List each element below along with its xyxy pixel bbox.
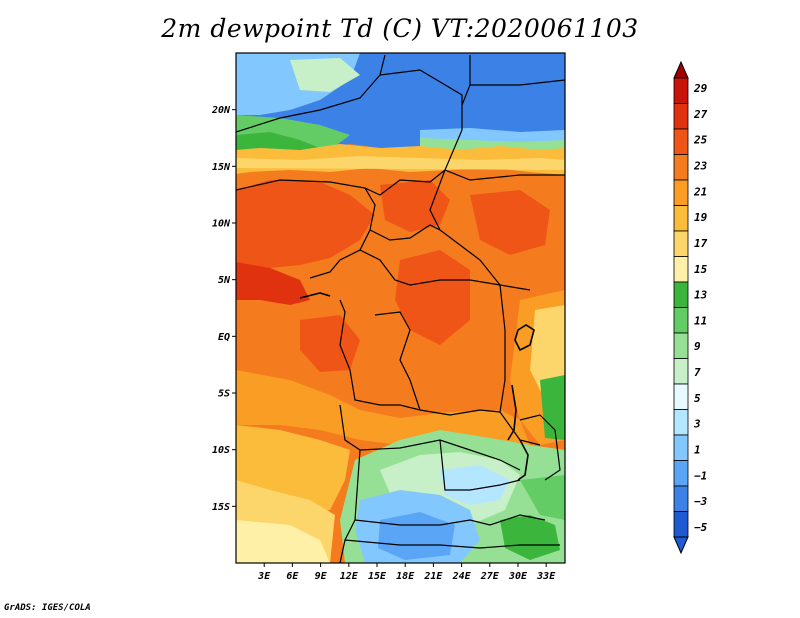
colorbar-label: −1 [694, 469, 707, 482]
colorbar-label: −5 [694, 521, 708, 534]
colorbar-label: 23 [693, 159, 708, 172]
colorbar-label: 15 [694, 263, 708, 276]
colorbar-label: 29 [693, 82, 708, 95]
colorbar-max-arrow [673, 60, 689, 79]
lon-label: 15E [368, 571, 387, 582]
colorbar-swatch [673, 332, 689, 359]
lat-label: 5S [218, 389, 230, 400]
map-title: 2m dewpoint Td (C) VT:2020061103 [161, 14, 639, 43]
lat-label: 15S [212, 502, 230, 513]
colorbar-label: 1 [694, 444, 701, 457]
colorbar-swatch [673, 511, 689, 538]
colorbar-swatch [673, 358, 689, 385]
lon-label: 24E [452, 571, 472, 582]
humid-west-africa [236, 180, 375, 268]
lon-label: 12E [340, 571, 359, 582]
colorbar-swatch [673, 103, 689, 130]
lon-label: 30E [508, 571, 528, 582]
colorbar-label: −3 [694, 495, 708, 508]
lat-label: 10N [212, 219, 231, 230]
lon-label: 6E [286, 571, 299, 582]
colorbar-label: 7 [694, 366, 701, 379]
colorbar-swatch [673, 383, 689, 410]
lon-label: 21E [423, 571, 443, 582]
colorbar-swatch [673, 434, 689, 461]
colorbar-swatch [673, 179, 689, 206]
lat-label: 20N [211, 105, 231, 116]
colorbar-label: 19 [694, 211, 708, 224]
colorbar: 29 27 25 23 21 19 17 15 13 11 9 7 5 3 1 −1 −3 −5 [673, 60, 708, 555]
lon-label: 33E [536, 571, 556, 582]
country-borders [236, 54, 565, 563]
colorbar-swatch [673, 460, 689, 487]
colorbar-min-arrow [673, 536, 689, 555]
colorbar-label: 17 [694, 237, 708, 250]
colorbar-label: 25 [693, 134, 708, 147]
colorbar-swatch [673, 154, 689, 181]
lon-label: 18E [396, 571, 415, 582]
lon-label: 9E [315, 571, 328, 582]
colorbar-label: 21 [693, 185, 707, 198]
colorbar-swatch [673, 128, 689, 155]
colorbar-swatch [673, 230, 689, 257]
lat-label: 10S [212, 445, 230, 456]
colorbar-swatch [673, 485, 689, 512]
colorbar-swatch [673, 281, 689, 308]
colorbar-swatch [673, 256, 689, 283]
lat-label: 5N [218, 275, 231, 286]
lakes [299, 292, 535, 481]
longitude-axis: 3E 6E 9E 12E 15E 18E 21E 24E 27E 30E 33E [257, 563, 556, 582]
colorbar-swatch [673, 77, 689, 104]
dewpoint-field [236, 53, 565, 563]
colorbar-swatch [673, 409, 689, 436]
lat-label: EQ [218, 332, 230, 343]
colorbar-swatch [673, 307, 689, 334]
map-frame [235, 52, 566, 564]
lon-label: 3E [257, 571, 271, 582]
lat-label: 15N [212, 162, 231, 173]
grads-credit: GrADS: IGES/COLA [4, 603, 91, 613]
colorbar-label: 27 [693, 108, 708, 121]
colorbar-label: 3 [693, 418, 701, 431]
latitude-axis: 20N 15N 10N 5N EQ 5S 10S 15S [211, 105, 236, 513]
colorbar-swatch [673, 205, 689, 232]
colorbar-label: 13 [694, 289, 708, 302]
colorbar-label: 5 [694, 392, 701, 405]
colorbar-label: 9 [694, 340, 701, 353]
colorbar-label: 11 [694, 314, 707, 327]
lon-label: 27E [480, 571, 500, 582]
